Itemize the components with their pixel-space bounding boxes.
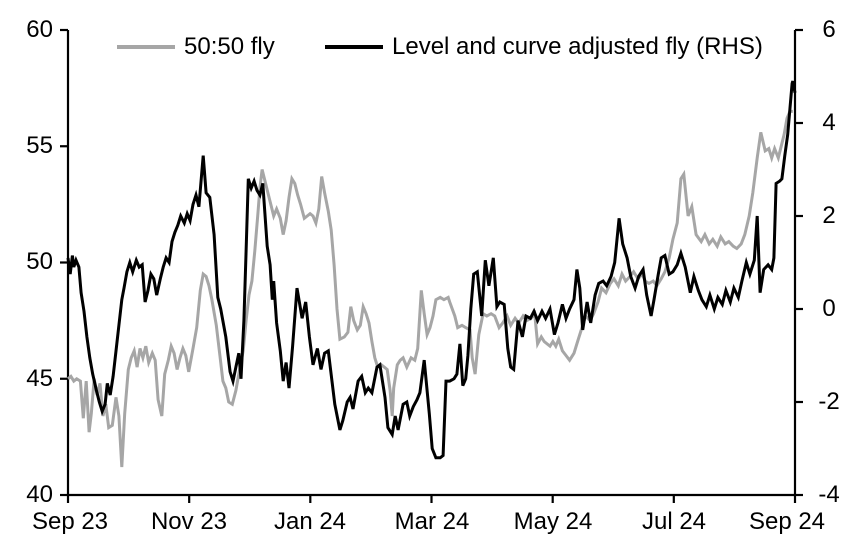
legend-line-sample-black	[325, 45, 383, 49]
y-left-tick-label: 55	[26, 132, 53, 159]
y-right-tick-label: -2	[818, 388, 840, 415]
x-tick-label: Nov 23	[150, 508, 228, 535]
x-tick-label: Sep 24	[748, 508, 826, 535]
y-left-tick-label: 45	[26, 365, 53, 392]
y-right-tick-label: 0	[822, 295, 836, 322]
y-right-tick-label: 4	[822, 109, 836, 136]
x-tick-label: Jul 24	[641, 508, 707, 535]
legend-label: 50:50 fly	[184, 33, 275, 60]
legend-line-sample-gray	[117, 45, 175, 49]
y-right-tick-label: -4	[818, 481, 840, 508]
series-line-black	[66, 80, 797, 460]
legend-item-5050-fly: 50:50 fly	[117, 33, 275, 61]
y-left-tick-label: 60	[26, 16, 53, 43]
legend-label: Level and curve adjusted fly (RHS)	[392, 33, 763, 60]
x-tick-label: Mar 24	[394, 508, 470, 535]
y-left-tick-label: 50	[26, 248, 53, 275]
x-tick-label: May 24	[513, 508, 593, 535]
x-tick-label: Sep 23	[31, 508, 109, 535]
legend-item-level-curve-adjusted-fly: Level and curve adjusted fly (RHS)	[325, 33, 763, 61]
y-right-tick-label: 2	[822, 202, 836, 229]
y-right-tick-label: 6	[822, 16, 836, 43]
x-tick-label: Jan 24	[273, 508, 347, 535]
y-left-tick-label: 40	[26, 481, 53, 508]
